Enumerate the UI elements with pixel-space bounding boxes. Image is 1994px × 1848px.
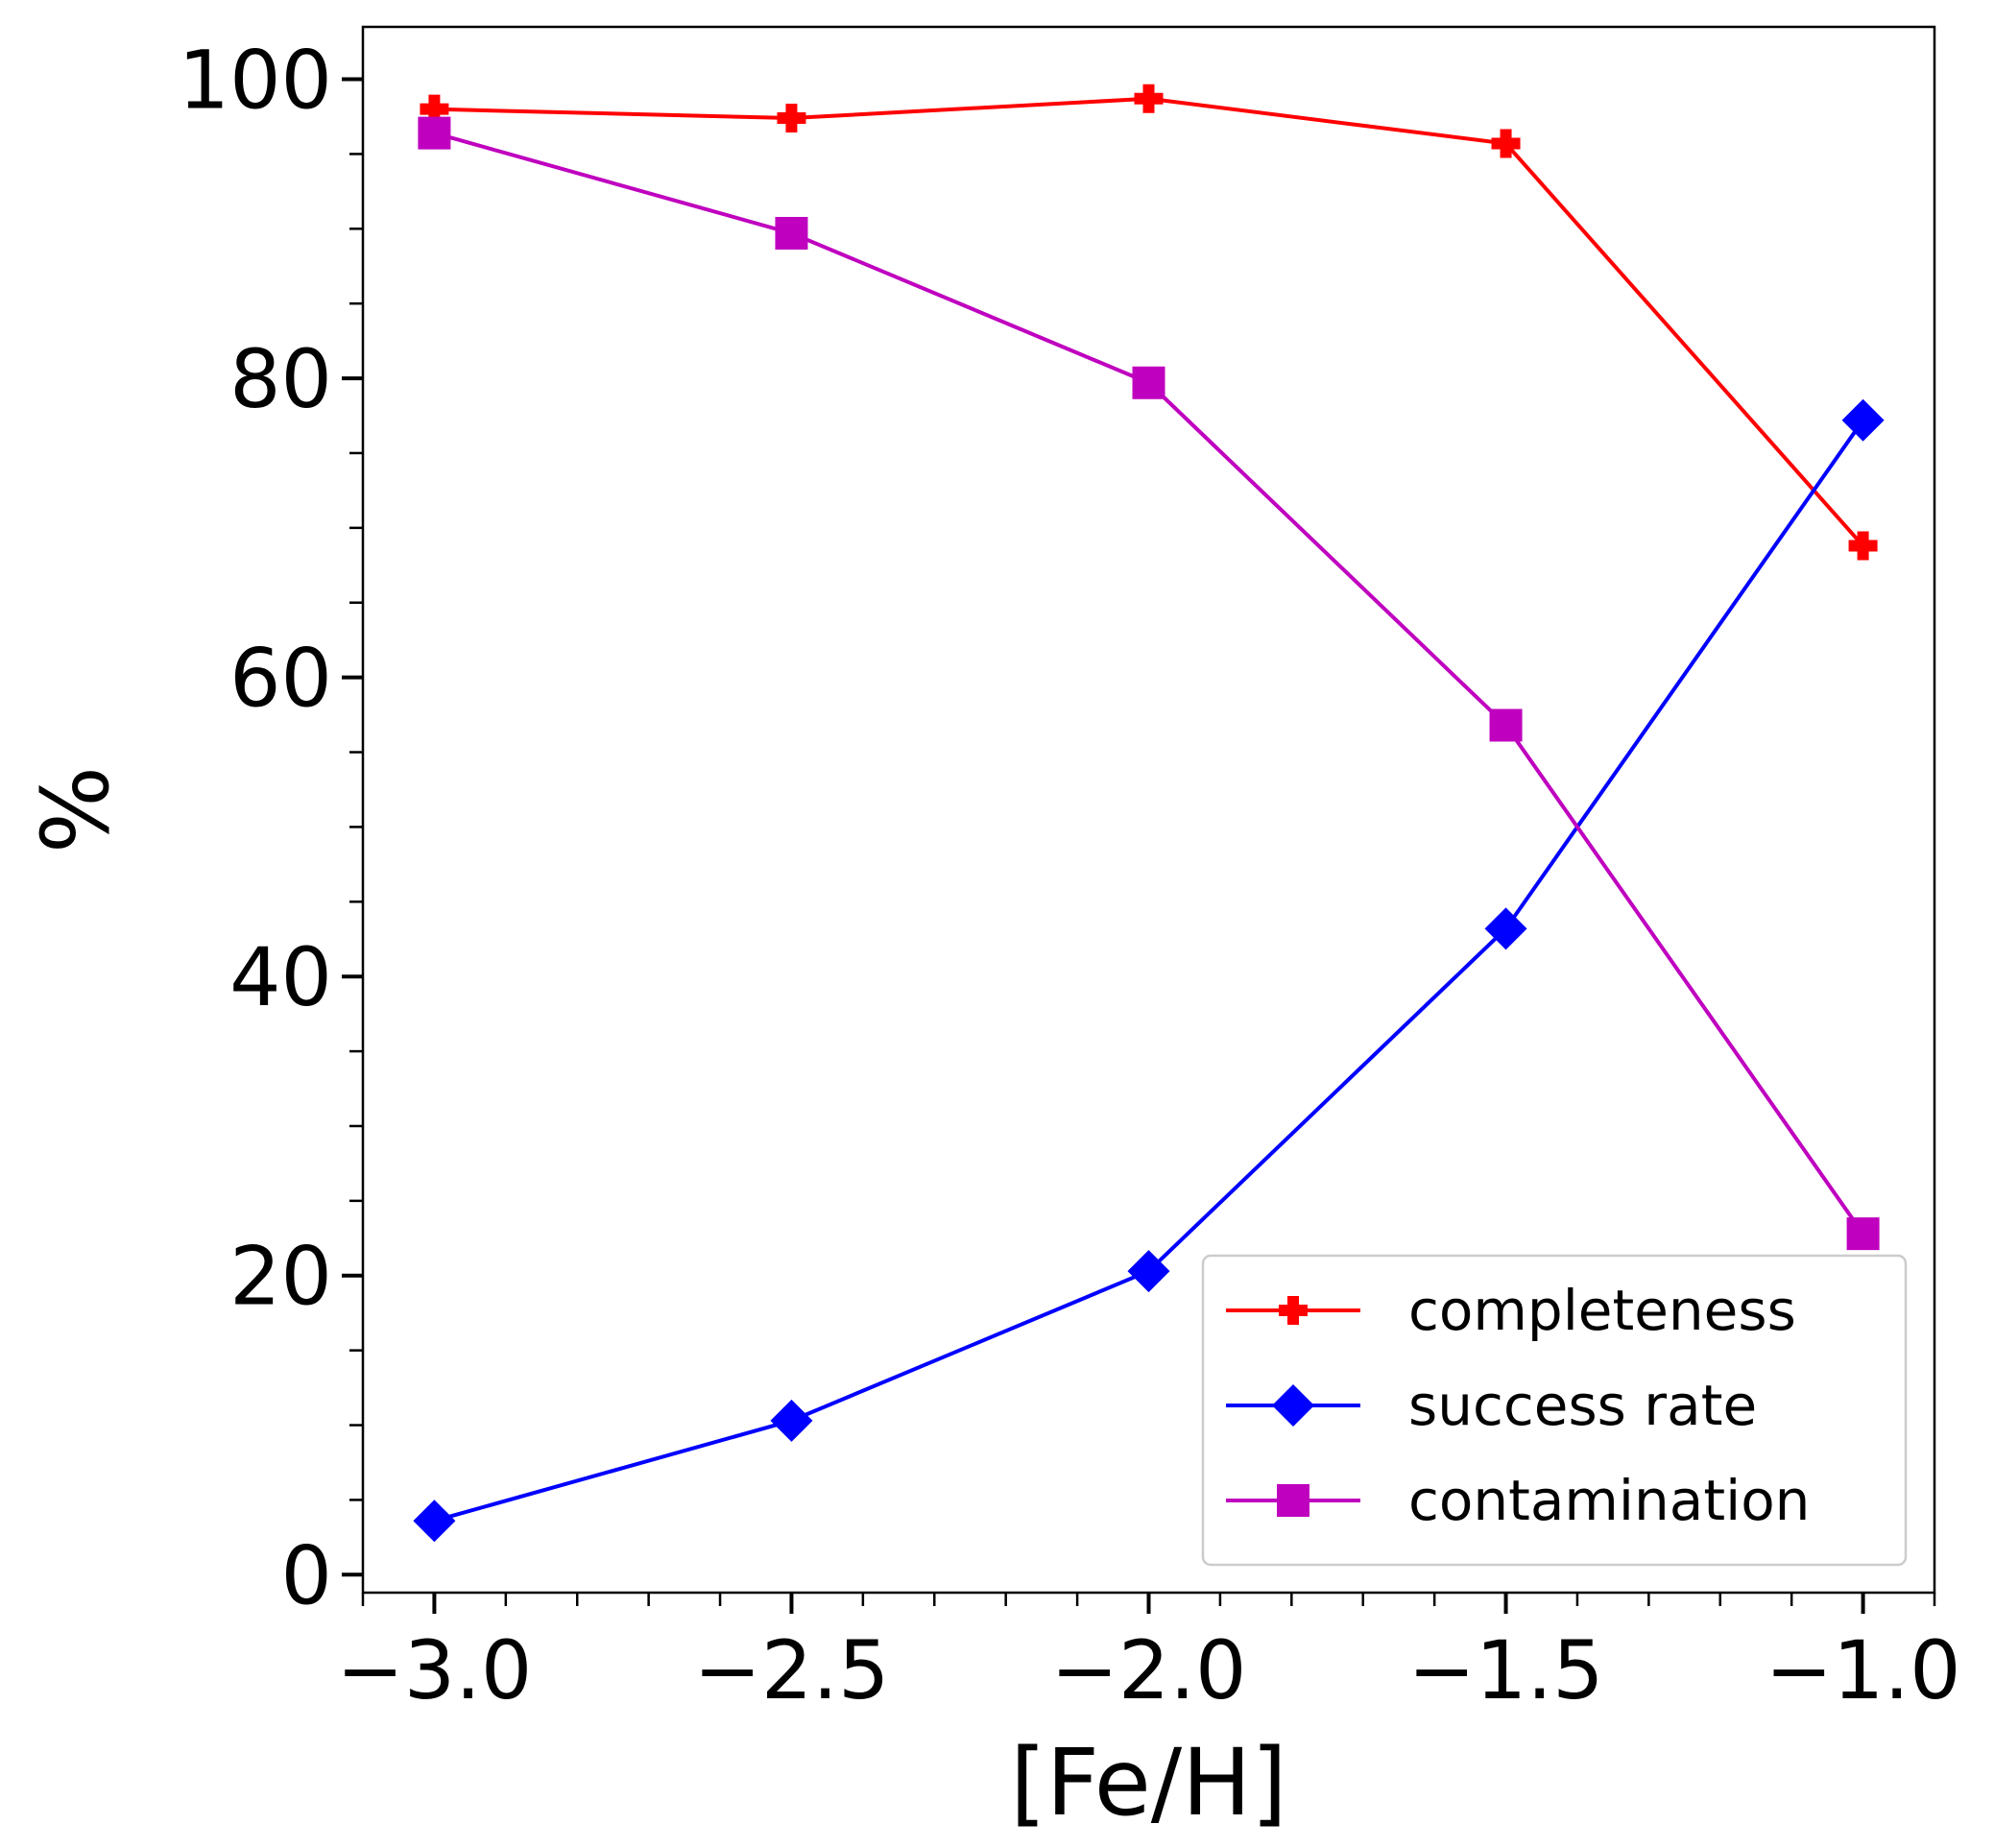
success-rate-point (1127, 1250, 1170, 1293)
completeness-point (1848, 531, 1878, 561)
x-axis-label: [Fe/H] (1010, 1729, 1286, 1836)
x-tick-label: −3.0 (336, 1623, 532, 1717)
legend-item-contamination: contamination (1226, 1468, 1810, 1533)
completeness-point (420, 94, 449, 124)
legend-marker-contamination (1277, 1484, 1309, 1517)
completeness-point (1491, 129, 1521, 158)
y-tick-label: 20 (229, 1230, 332, 1324)
contamination-point (775, 216, 808, 250)
legend-marker-completeness (1279, 1296, 1308, 1325)
tick-labels: −3.0 −2.5 −2.0 −1.5 −1.0 0 20 40 60 80 100 (179, 34, 1961, 1717)
completeness-point (1134, 84, 1164, 113)
y-tick-label: 0 (281, 1528, 332, 1622)
success-rate-point (1484, 907, 1527, 950)
completeness-point (777, 104, 806, 133)
success-rate-point (413, 1500, 456, 1543)
series-completeness (420, 84, 1878, 561)
x-tick-label: −1.5 (1408, 1623, 1604, 1717)
contamination-point (1489, 708, 1523, 742)
x-tick-label: −2.5 (693, 1623, 889, 1717)
contamination-line (433, 131, 1865, 1236)
contamination-point (418, 116, 451, 150)
contamination-point (1132, 366, 1165, 399)
y-tick-label: 80 (229, 332, 332, 426)
y-tick-label: 40 (229, 930, 332, 1024)
y-tick-label: 60 (229, 632, 332, 726)
x-tick-label: −2.0 (1051, 1623, 1247, 1717)
plot-frame (361, 25, 1936, 1595)
legend-item-success-rate: success rate (1226, 1373, 1757, 1438)
legend-label-contamination: contamination (1408, 1468, 1810, 1533)
success-rate-point (770, 1399, 813, 1442)
legend-box (1201, 1254, 1908, 1567)
y-axis-label: % (22, 766, 130, 853)
legend-label-completeness: completeness (1408, 1278, 1796, 1343)
success-rate-point (1841, 398, 1885, 442)
x-tick-label: −1.0 (1766, 1623, 1961, 1717)
series-layer (413, 84, 1885, 1543)
legend-label-success-rate: success rate (1408, 1373, 1757, 1438)
legend-marker-success-rate (1272, 1384, 1314, 1427)
legend: completeness success rate contamination (1201, 1254, 1908, 1567)
legend-item-completeness: completeness (1226, 1278, 1796, 1343)
y-tick-label: 100 (179, 34, 332, 128)
major-ticks (342, 77, 1865, 1614)
contamination-point (1846, 1217, 1880, 1251)
completeness-line (434, 96, 1865, 547)
series-success-rate (413, 398, 1885, 1543)
series-contamination (418, 116, 1880, 1251)
